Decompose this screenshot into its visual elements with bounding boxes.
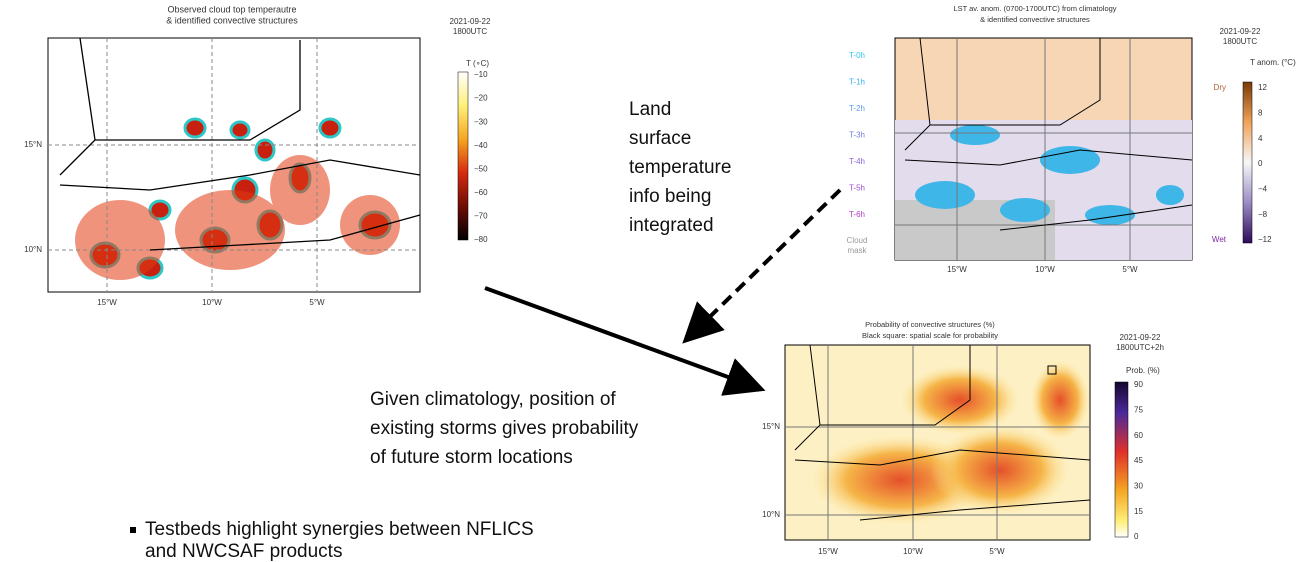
map-title: & identified convective structures <box>980 15 1090 24</box>
legend-entry: T-5h <box>849 184 865 193</box>
lst-anomaly-map <box>895 38 1252 260</box>
wet-label: Wet <box>1212 235 1227 244</box>
colorbar-tick: −80 <box>474 235 488 244</box>
dashed-arrow <box>688 190 840 338</box>
solid-arrow <box>485 288 758 388</box>
colorbar-tick: 4 <box>1258 134 1263 143</box>
colorbar-tick: 30 <box>1134 481 1143 490</box>
colorbar-tick: −40 <box>474 141 488 150</box>
colorbar-label: Prob. (%) <box>1126 366 1160 375</box>
annotation-text: integrated <box>629 215 714 236</box>
lon-label: 15°W <box>97 298 117 307</box>
cloud-top-map <box>48 38 468 292</box>
colorbar-tick: 60 <box>1134 431 1143 440</box>
colorbar-tick: −20 <box>474 94 488 103</box>
annotation-text: temperature <box>629 157 731 178</box>
annotation-text: info being <box>629 186 711 207</box>
colorbar-tick: 45 <box>1134 456 1143 465</box>
legend-entry: T-1h <box>849 78 865 87</box>
lat-label: 10°N <box>24 245 42 254</box>
colorbar-tick: 75 <box>1134 405 1143 414</box>
bullet-text: and NWCSAF products <box>145 541 342 562</box>
map-title: Black square: spatial scale for probabil… <box>862 331 998 340</box>
colorbar-tick: 90 <box>1134 380 1143 389</box>
map-date: 1800UTC <box>453 27 487 36</box>
annotation-text: of future storm locations <box>370 447 573 468</box>
colorbar-tick: 15 <box>1134 507 1143 516</box>
map-date: 1800UTC <box>1223 37 1257 46</box>
map-title: Probability of convective structures (%) <box>865 320 995 329</box>
lon-label: 10°W <box>903 547 923 556</box>
probability-map <box>785 345 1128 540</box>
annotation-text: Given climatology, position of <box>370 389 616 410</box>
lat-label: 10°N <box>762 510 780 519</box>
colorbar-tick: −10 <box>474 70 488 79</box>
colorbar-label: T anom. (°C) <box>1250 58 1296 67</box>
dry-label: Dry <box>1214 83 1226 92</box>
colorbar-tick: 12 <box>1258 83 1267 92</box>
lon-label: 15°W <box>818 547 838 556</box>
cloud-mask-label: Cloud <box>847 236 868 245</box>
lon-label: 15°W <box>947 265 967 274</box>
map-date: 2021-09-22 <box>1220 27 1261 36</box>
lon-label: 10°W <box>202 298 222 307</box>
annotation-text: Land <box>629 99 671 120</box>
annotation-text: surface <box>629 128 691 149</box>
legend-entry: T-0h <box>849 51 865 60</box>
map-date: 2021-09-22 <box>450 17 491 26</box>
colorbar-tick: −4 <box>1258 184 1268 193</box>
map-date: 1800UTC+2h <box>1116 343 1164 352</box>
colorbar-label: T (∘C) <box>466 59 489 68</box>
colorbar-tick: −50 <box>474 164 488 173</box>
lon-label: 5°W <box>989 547 1005 556</box>
colorbar-tick: −12 <box>1258 235 1272 244</box>
annotation-text: existing storms gives probability <box>370 418 639 439</box>
colorbar-tick: −8 <box>1258 210 1268 219</box>
map-title: LST av. anom. (0700-1700UTC) from climat… <box>953 4 1116 13</box>
lat-label: 15°N <box>762 422 780 431</box>
map-title: Observed cloud top temperautre <box>167 4 296 14</box>
legend-entry: T-3h <box>849 131 865 140</box>
colorbar-tick: 8 <box>1258 108 1263 117</box>
colorbar-tick: −30 <box>474 117 488 126</box>
cloud-mask-label: mask <box>847 246 867 255</box>
lon-label: 5°W <box>1122 265 1138 274</box>
bullet-text: Testbeds highlight synergies between NFL… <box>145 519 534 540</box>
legend-entry: T-6h <box>849 210 865 219</box>
lat-label: 15°N <box>24 140 42 149</box>
legend-entry: T-2h <box>849 104 865 113</box>
slide: Observed cloud top temperautre& identifi… <box>0 0 1300 562</box>
lon-label: 5°W <box>309 298 325 307</box>
map-date: 2021-09-22 <box>1120 333 1161 342</box>
colorbar-tick: 0 <box>1258 159 1263 168</box>
colorbar-tick: −70 <box>474 212 488 221</box>
colorbar-tick: −60 <box>474 188 488 197</box>
colorbar-tick: 0 <box>1134 532 1139 541</box>
legend-entry: T-4h <box>849 157 865 166</box>
map-title: & identified convective structures <box>166 15 298 25</box>
bullet-marker <box>130 527 136 533</box>
lon-label: 10°W <box>1035 265 1055 274</box>
